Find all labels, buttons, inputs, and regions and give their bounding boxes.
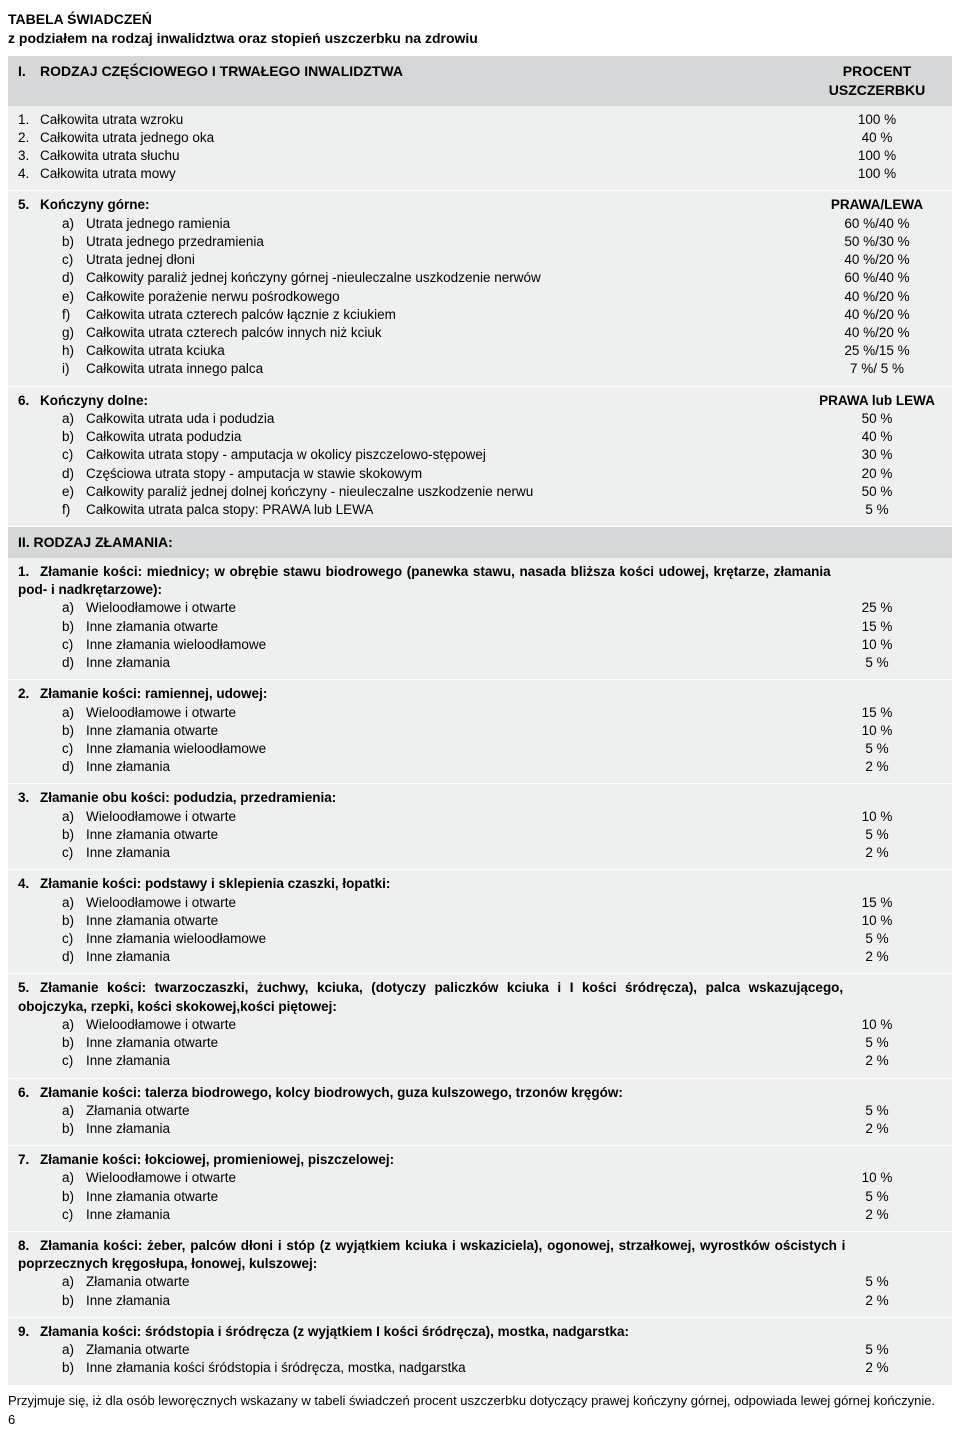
- fracture-block: 6.Złamanie kości: talerza biodrowego, ko…: [8, 1079, 952, 1147]
- document-page: TABELA ŚWIADCZEŃ z podziałem na rodzaj i…: [0, 0, 960, 1433]
- fracture-block: 9.Złamania kości: śródstopia i śródręcza…: [8, 1318, 952, 1386]
- list-item: c)Inne złamania2 %: [62, 1206, 942, 1224]
- list-item: b)Inne złamania otwarte5 %: [62, 1188, 942, 1206]
- list-item: c)Inne złamania2 %: [62, 1052, 942, 1070]
- fracture-block: 4.Złamanie kości: podstawy i sklepienia …: [8, 870, 952, 974]
- list-item: i)Całkowita utrata innego palca7 %/ 5 %: [62, 360, 942, 378]
- fracture-title-row: 7.Złamanie kości: łokciowej, promieniowe…: [18, 1151, 942, 1169]
- list-item: c)Inne złamania wieloodłamowe5 %: [62, 930, 942, 948]
- fracture-title-row: 6.Złamanie kości: talerza biodrowego, ko…: [18, 1084, 942, 1102]
- fracture-title-row: 5.Złamanie kości: twarzoczaszki, żuchwy,…: [18, 979, 942, 1015]
- fracture-title-row: 9.Złamania kości: śródstopia i śródręcza…: [18, 1323, 942, 1341]
- sub-list: a)Wieloodłamowe i otwarte10 %b)Inne złam…: [18, 1016, 942, 1071]
- list-item: g)Całkowita utrata czterech palców innyc…: [62, 324, 942, 342]
- list-item: d)Inne złamania2 %: [62, 948, 942, 966]
- list-item: c)Inne złamania wieloodłamowe10 %: [62, 636, 942, 654]
- page-number: 6: [8, 1411, 952, 1429]
- fracture-block: 5.Złamanie kości: twarzoczaszki, żuchwy,…: [8, 974, 952, 1078]
- list-item: c)Inne złamania2 %: [62, 844, 942, 862]
- doc-title: TABELA ŚWIADCZEŃ: [8, 10, 952, 29]
- list-item: h)Całkowita utrata kciuka25 %/15 %: [62, 342, 942, 360]
- list-item: f)Całkowita utrata czterech palców łączn…: [62, 306, 942, 324]
- list-item: e)Całkowite porażenie nerwu pośrodkowego…: [62, 288, 942, 306]
- list-item: f)Całkowita utrata palca stopy: PRAWA lu…: [62, 501, 942, 519]
- sub-list: a)Złamania otwarte5 %b)Inne złamania2 %: [18, 1273, 942, 1309]
- fracture-block: 1.Złamanie kości: miednicy; w obrębie st…: [8, 558, 952, 680]
- doc-subtitle: z podziałem na rodzaj inwalidztwa oraz s…: [8, 29, 952, 48]
- list-item: b)Całkowita utrata podudzia40 %: [62, 428, 942, 446]
- fracture-title-row: 8.Złamania kości: żeber, palców dłoni i …: [18, 1237, 942, 1273]
- list-item: a)Całkowita utrata uda i podudzia50 %: [62, 410, 942, 428]
- list-item: d)Inne złamania2 %: [62, 758, 942, 776]
- list-item: a)Wieloodłamowe i otwarte10 %: [62, 1016, 942, 1034]
- fracture-title-row: 2.Złamanie kości: ramiennej, udowej:: [18, 685, 942, 703]
- sub-list: a)Utrata jednego ramienia60 %/40 %b)Utra…: [18, 215, 942, 379]
- group-header: 5.Kończyny górne:PRAWA/LEWA: [18, 196, 942, 214]
- section-1-header-bar: I. RODZAJ CZĘŚCIOWEGO I TRWAŁEGO INWALID…: [8, 56, 952, 106]
- list-item: d)Inne złamania5 %: [62, 654, 942, 672]
- block-lower-limbs: 6.Kończyny dolne:PRAWA lub LEWAa)Całkowi…: [8, 387, 952, 528]
- fracture-block: 8.Złamania kości: żeber, palców dłoni i …: [8, 1232, 952, 1318]
- list-item: b)Inne złamania otwarte15 %: [62, 618, 942, 636]
- sub-list: a)Całkowita utrata uda i podudzia50 %b)C…: [18, 410, 942, 519]
- sub-list: a)Wieloodłamowe i otwarte10 %b)Inne złam…: [18, 1169, 942, 1224]
- sub-list: a)Złamania otwarte5 %b)Inne złamania2 %: [18, 1102, 942, 1138]
- sub-list: a)Złamania otwarte5 %b)Inne złamania koś…: [18, 1341, 942, 1377]
- list-item: b)Inne złamania otwarte10 %: [62, 722, 942, 740]
- list-item: a)Złamania otwarte5 %: [62, 1341, 942, 1359]
- fracture-title-row: 1.Złamanie kości: miednicy; w obrębie st…: [18, 563, 942, 599]
- fracture-block: 2.Złamanie kości: ramiennej, udowej:a)Wi…: [8, 680, 952, 784]
- list-item: a)Wieloodłamowe i otwarte10 %: [62, 808, 942, 826]
- fracture-title-row: 3.Złamanie obu kości: podudzia, przedram…: [18, 789, 942, 807]
- fracture-block: 7.Złamanie kości: łokciowej, promieniowe…: [8, 1146, 952, 1232]
- fracture-block: 3.Złamanie obu kości: podudzia, przedram…: [8, 784, 952, 870]
- block-upper-limbs: 5.Kończyny górne:PRAWA/LEWAa)Utrata jedn…: [8, 191, 952, 386]
- list-item: c)Utrata jednej dłoni40 %/20 %: [62, 251, 942, 269]
- list-item: a)Złamania otwarte5 %: [62, 1102, 942, 1120]
- sub-list: a)Wieloodłamowe i otwarte25 %b)Inne złam…: [18, 599, 942, 672]
- list-item: a)Utrata jednego ramienia60 %/40 %: [62, 215, 942, 233]
- list-item: a)Wieloodłamowe i otwarte15 %: [62, 894, 942, 912]
- sub-list: a)Wieloodłamowe i otwarte15 %b)Inne złam…: [18, 894, 942, 967]
- list-item: c)Całkowita utrata stopy - amputacja w o…: [62, 446, 942, 464]
- list-item: e)Całkowity paraliż jednej dolnej kończy…: [62, 483, 942, 501]
- list-item: a)Złamania otwarte5 %: [62, 1273, 942, 1291]
- table-row: 2.Całkowita utrata jednego oka40 %: [18, 129, 942, 147]
- list-item: a)Wieloodłamowe i otwarte15 %: [62, 704, 942, 722]
- list-item: b)Utrata jednego przedramienia50 %/30 %: [62, 233, 942, 251]
- group-header: 6.Kończyny dolne:PRAWA lub LEWA: [18, 392, 942, 410]
- footnote: Przyjmuje się, iż dla osób leworęcznych …: [8, 1386, 952, 1412]
- list-item: b)Inne złamania kości śródstopia i śródr…: [62, 1359, 942, 1377]
- section-1-label: RODZAJ CZĘŚCIOWEGO I TRWAŁEGO INWALIDZTW…: [40, 62, 403, 100]
- section-2-header-bar: II. RODZAJ ZŁAMANIA:: [8, 527, 952, 558]
- table-row: 3.Całkowita utrata słuchu100 %: [18, 147, 942, 165]
- list-item: a)Wieloodłamowe i otwarte10 %: [62, 1169, 942, 1187]
- fracture-blocks: 1.Złamanie kości: miednicy; w obrębie st…: [8, 558, 952, 1386]
- list-item: b)Inne złamania otwarte10 %: [62, 912, 942, 930]
- list-item: a)Wieloodłamowe i otwarte25 %: [62, 599, 942, 617]
- sub-list: a)Wieloodłamowe i otwarte15 %b)Inne złam…: [18, 704, 942, 777]
- col-header-line1: PROCENT: [812, 62, 942, 81]
- list-item: b)Inne złamania otwarte5 %: [62, 826, 942, 844]
- list-item: b)Inne złamania otwarte5 %: [62, 1034, 942, 1052]
- list-item: d)Całkowity paraliż jednej kończyny górn…: [62, 269, 942, 287]
- block-simple-items: 1.Całkowita utrata wzroku100 %2.Całkowit…: [8, 106, 952, 192]
- list-item: c)Inne złamania wieloodłamowe5 %: [62, 740, 942, 758]
- fracture-title-row: 4.Złamanie kości: podstawy i sklepienia …: [18, 875, 942, 893]
- list-item: d)Częściowa utrata stopy - amputacja w s…: [62, 465, 942, 483]
- table-row: 1.Całkowita utrata wzroku100 %: [18, 111, 942, 129]
- sub-list: a)Wieloodłamowe i otwarte10 %b)Inne złam…: [18, 808, 942, 863]
- list-item: b)Inne złamania2 %: [62, 1120, 942, 1138]
- list-item: b)Inne złamania2 %: [62, 1292, 942, 1310]
- section-1-roman: I.: [18, 62, 40, 100]
- col-header-line2: USZCZERBKU: [812, 81, 942, 100]
- table-row: 4.Całkowita utrata mowy100 %: [18, 165, 942, 183]
